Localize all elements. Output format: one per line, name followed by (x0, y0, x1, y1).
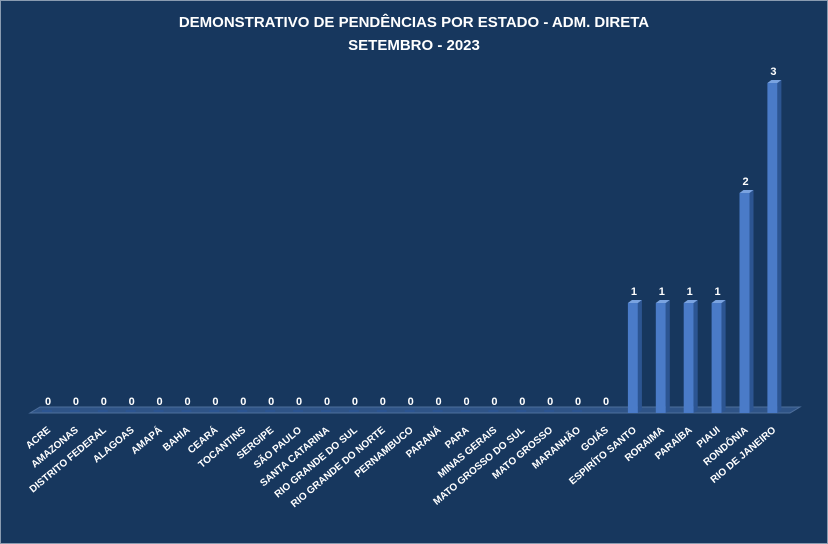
data-label: 1 (659, 286, 665, 298)
data-label: 0 (519, 396, 525, 408)
data-label: 0 (268, 396, 274, 408)
data-label: 0 (73, 396, 79, 408)
bar (237, 410, 248, 412)
data-label: 0 (352, 396, 358, 408)
data-label: 0 (184, 396, 190, 408)
bar (404, 410, 415, 412)
data-label: 0 (408, 396, 414, 408)
bar (181, 410, 192, 412)
bar (739, 190, 754, 413)
bar (516, 410, 527, 412)
data-label: 0 (547, 396, 553, 408)
data-label: 0 (463, 396, 469, 408)
bar (544, 410, 555, 412)
bar (683, 300, 698, 413)
data-label: 1 (687, 286, 693, 298)
bar (572, 410, 583, 412)
bar (321, 410, 331, 412)
bar (488, 410, 499, 412)
bar (348, 410, 359, 412)
data-label: 0 (603, 396, 609, 408)
data-label: 0 (436, 396, 442, 408)
data-label: 0 (101, 396, 107, 408)
data-label: 0 (380, 396, 386, 408)
bar (293, 410, 304, 412)
bar (432, 410, 443, 412)
data-label: 3 (770, 66, 776, 78)
data-label: 0 (240, 396, 246, 408)
data-label: 0 (491, 396, 497, 408)
bar (42, 410, 52, 412)
bar (376, 410, 387, 412)
bar (600, 410, 610, 412)
bar (627, 300, 642, 413)
data-label: 0 (212, 396, 218, 408)
chart-title: DEMONSTRATIVO DE PENDÊNCIAS POR ESTADO -… (178, 14, 650, 31)
bar (209, 410, 220, 412)
bar (69, 410, 80, 412)
data-label: 0 (324, 396, 330, 408)
data-label: 0 (157, 396, 163, 408)
category-tick-label: AMAPÁ (128, 423, 164, 457)
chart-subtitle: SETEMBRO - 2023 (348, 37, 480, 54)
bar (125, 410, 136, 412)
data-label: 0 (45, 396, 51, 408)
data-label: 2 (742, 176, 748, 188)
bar (153, 410, 164, 412)
bar (97, 410, 108, 412)
data-label: 0 (575, 396, 581, 408)
bar (265, 410, 276, 412)
data-label: 1 (631, 286, 637, 298)
bar (711, 300, 726, 413)
bar (655, 300, 670, 413)
data-label: 1 (715, 286, 721, 298)
data-label: 0 (296, 396, 302, 408)
bar (767, 80, 782, 413)
data-label: 0 (129, 396, 135, 408)
bar (460, 410, 471, 412)
